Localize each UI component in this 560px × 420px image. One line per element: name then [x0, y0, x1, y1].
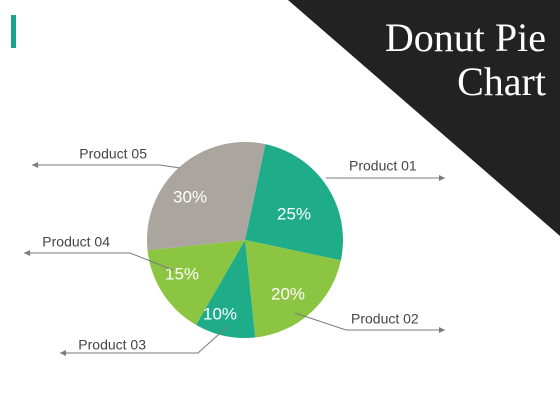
data-label-product-04: 15% — [165, 264, 199, 283]
leader-line-product-05 — [32, 162, 181, 169]
leader-line-product-03 — [60, 325, 229, 356]
category-label-product-04: Product 04 — [42, 234, 110, 250]
leader-line-product-02 — [294, 312, 445, 333]
pie-slice-product-02 — [245, 240, 341, 338]
category-label-product-01: Product 01 — [349, 158, 417, 174]
title-line-2: Chart — [457, 59, 546, 104]
category-label-product-02: Product 02 — [351, 311, 419, 327]
data-label-product-03: 10% — [203, 304, 237, 323]
pie-slice-product-05 — [146, 141, 266, 251]
slide-title: Donut Pie Chart — [326, 16, 546, 104]
accent-bar — [11, 15, 16, 48]
pie-slice-product-04 — [147, 240, 245, 325]
data-label-product-01: 25% — [277, 204, 311, 223]
data-label-product-05: 30% — [173, 187, 207, 206]
category-label-product-03: Product 03 — [78, 337, 146, 353]
category-label-product-05: Product 05 — [79, 146, 147, 162]
pie-slice-product-01 — [245, 144, 343, 261]
data-label-product-02: 20% — [271, 284, 305, 303]
leader-line-product-04 — [24, 250, 174, 271]
pie-slice-product-03 — [196, 240, 256, 338]
title-line-1: Donut Pie — [384, 15, 546, 60]
